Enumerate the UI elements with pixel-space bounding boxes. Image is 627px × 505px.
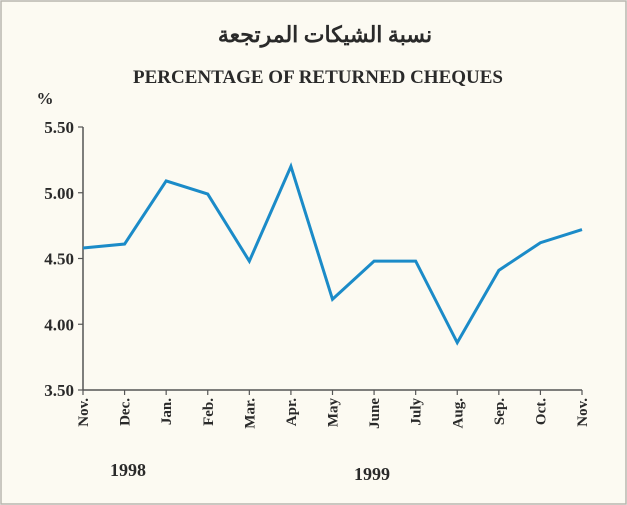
year-label: 1998 bbox=[110, 460, 146, 480]
y-tick-label: 5.50 bbox=[44, 118, 74, 137]
chart-title: PERCENTAGE OF RETURNED CHEQUES bbox=[133, 67, 503, 88]
x-tick-label: Mar. bbox=[242, 398, 258, 429]
x-tick-label: May bbox=[326, 398, 342, 428]
x-tick-label: Nov. bbox=[76, 398, 92, 427]
x-tick-label: Jan. bbox=[159, 398, 175, 425]
y-tick-label: 4.00 bbox=[44, 315, 74, 334]
y-tick-label: 3.50 bbox=[44, 381, 74, 400]
x-tick-label: Feb. bbox=[201, 398, 217, 426]
x-tick-label: Nov. bbox=[575, 398, 591, 427]
x-tick-label: Aug. bbox=[450, 398, 466, 429]
x-tick-label: Apr. bbox=[284, 398, 300, 426]
year-label: 1999 bbox=[354, 464, 390, 484]
data-line bbox=[82, 162, 583, 346]
arabic-title: نسبة الشيكات المرتجعة bbox=[218, 22, 432, 48]
x-tick-label: June bbox=[367, 398, 383, 429]
y-tick-label: 5.00 bbox=[44, 184, 74, 203]
y-axis-label: % bbox=[37, 89, 54, 108]
y-tick-label: 4.50 bbox=[44, 250, 74, 269]
x-tick-label: July bbox=[409, 398, 425, 426]
x-tick-label: Oct. bbox=[533, 398, 549, 425]
x-tick-label: Sep. bbox=[492, 398, 508, 425]
x-tick-label: Dec. bbox=[118, 398, 134, 426]
